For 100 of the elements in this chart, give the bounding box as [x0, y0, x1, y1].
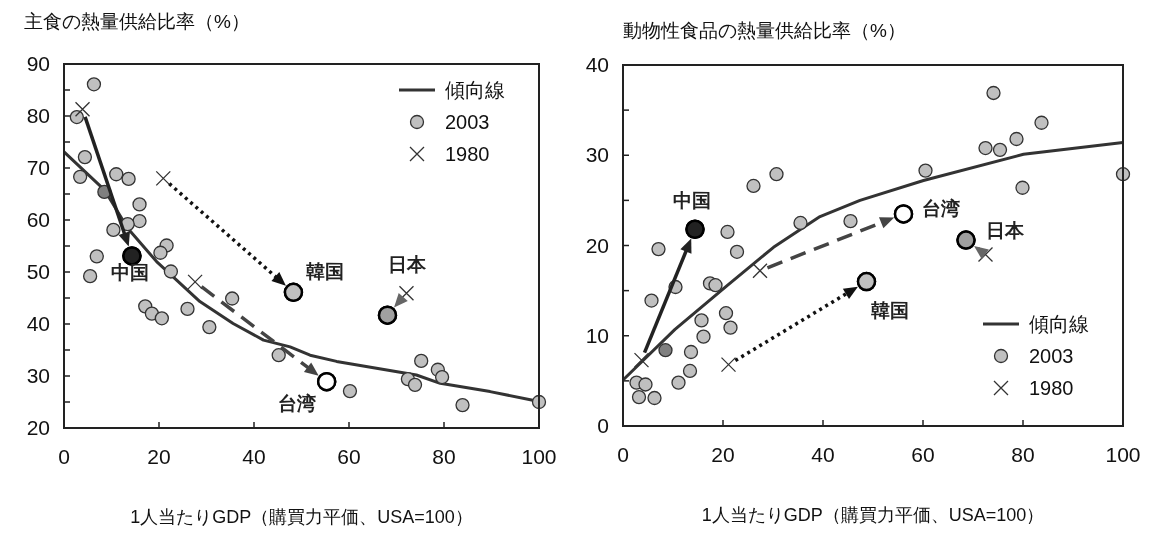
point	[683, 344, 699, 360]
x-tick-label: 100	[1105, 443, 1141, 466]
point	[1015, 180, 1030, 195]
point	[187, 274, 203, 290]
point	[271, 348, 286, 363]
annotation: 台湾	[277, 392, 316, 414]
x-tick-label: 20	[711, 443, 735, 466]
y-tick-label: 40	[26, 312, 50, 335]
y-axis-title: 主食の熱量供給比率（%）	[24, 11, 250, 32]
point	[82, 269, 98, 284]
point	[893, 204, 914, 224]
x-axis-title: 1人当たりGDP（購買力平価、USA=100）	[130, 507, 473, 527]
point	[398, 285, 415, 301]
point	[978, 140, 993, 156]
point	[163, 264, 179, 279]
point	[202, 319, 217, 335]
point	[651, 241, 666, 257]
annotation: 日本	[388, 254, 428, 276]
point	[153, 245, 168, 260]
point	[647, 390, 662, 406]
y-tick-label: 0	[597, 414, 609, 437]
point	[1009, 131, 1024, 147]
point	[992, 142, 1008, 157]
point	[414, 353, 429, 369]
point	[377, 305, 398, 325]
x-tick-label: 40	[811, 443, 835, 466]
point	[671, 375, 686, 390]
y-tick-label: 90	[26, 52, 50, 75]
point	[658, 343, 673, 358]
legend-label: 1980	[1029, 377, 1074, 399]
x-tick-label: 60	[911, 443, 935, 466]
point	[132, 197, 147, 212]
point	[86, 77, 102, 92]
point	[121, 171, 136, 187]
y-axis-title: 動物性食品の熱量供給比率（%）	[623, 20, 906, 41]
point	[718, 306, 734, 321]
point	[644, 293, 659, 308]
point	[1034, 115, 1049, 130]
point	[843, 213, 858, 229]
annotation: 台湾	[921, 197, 960, 219]
x-tick-label: 100	[521, 445, 557, 468]
x-tick-label: 0	[617, 443, 629, 466]
point	[434, 369, 450, 385]
x-tick-label: 40	[242, 445, 266, 468]
x-axis-title: 1人当たりGDP（購買力平価、USA=100）	[701, 505, 1045, 525]
y-tick-label: 20	[585, 233, 609, 257]
x-tick-label: 60	[337, 445, 361, 468]
point	[109, 167, 124, 182]
point	[106, 222, 121, 238]
legend-label: 1980	[445, 143, 490, 165]
y-tick-label: 20	[26, 416, 50, 439]
point	[407, 377, 423, 392]
x-tick-label: 80	[1011, 443, 1035, 466]
annotation: 中国	[673, 190, 711, 212]
point	[746, 178, 761, 194]
point	[694, 313, 709, 328]
point	[132, 213, 147, 229]
y-tick-label: 80	[26, 104, 50, 127]
point	[69, 109, 84, 125]
y-tick-label: 10	[585, 323, 609, 347]
point	[986, 85, 1001, 101]
point	[73, 169, 88, 184]
point	[720, 224, 735, 240]
x-tick-label: 20	[147, 445, 171, 468]
y-tick-label: 70	[26, 156, 50, 179]
point	[956, 230, 976, 250]
point	[631, 389, 647, 405]
legend-label: 2003	[445, 111, 490, 133]
annotation: 日本	[986, 220, 1025, 242]
point	[723, 320, 738, 335]
y-tick-label: 30	[26, 364, 50, 387]
point	[180, 301, 195, 317]
legend-label: 傾向線	[445, 79, 505, 101]
point	[638, 377, 653, 392]
x-tick-label: 80	[432, 445, 456, 468]
point	[155, 170, 171, 187]
y-tick-label: 50	[26, 260, 50, 283]
point	[685, 219, 705, 240]
point	[793, 215, 808, 231]
point	[696, 329, 711, 344]
y-tick-label: 40	[585, 53, 609, 76]
point	[633, 352, 650, 368]
y-tick-label: 30	[585, 143, 609, 167]
point	[89, 249, 104, 264]
point	[154, 311, 169, 326]
point	[342, 383, 358, 399]
y-tick-label: 60	[26, 208, 50, 231]
point	[225, 291, 240, 306]
point	[729, 244, 745, 259]
point	[977, 246, 994, 263]
point	[455, 397, 470, 413]
point	[708, 278, 723, 293]
point	[74, 101, 91, 117]
line-series	[621, 141, 1125, 382]
point	[77, 149, 93, 165]
annotation: 韓国	[306, 261, 345, 283]
legend-label: 2003	[1029, 345, 1074, 367]
point	[316, 371, 337, 392]
point	[769, 167, 784, 182]
point	[682, 363, 698, 379]
